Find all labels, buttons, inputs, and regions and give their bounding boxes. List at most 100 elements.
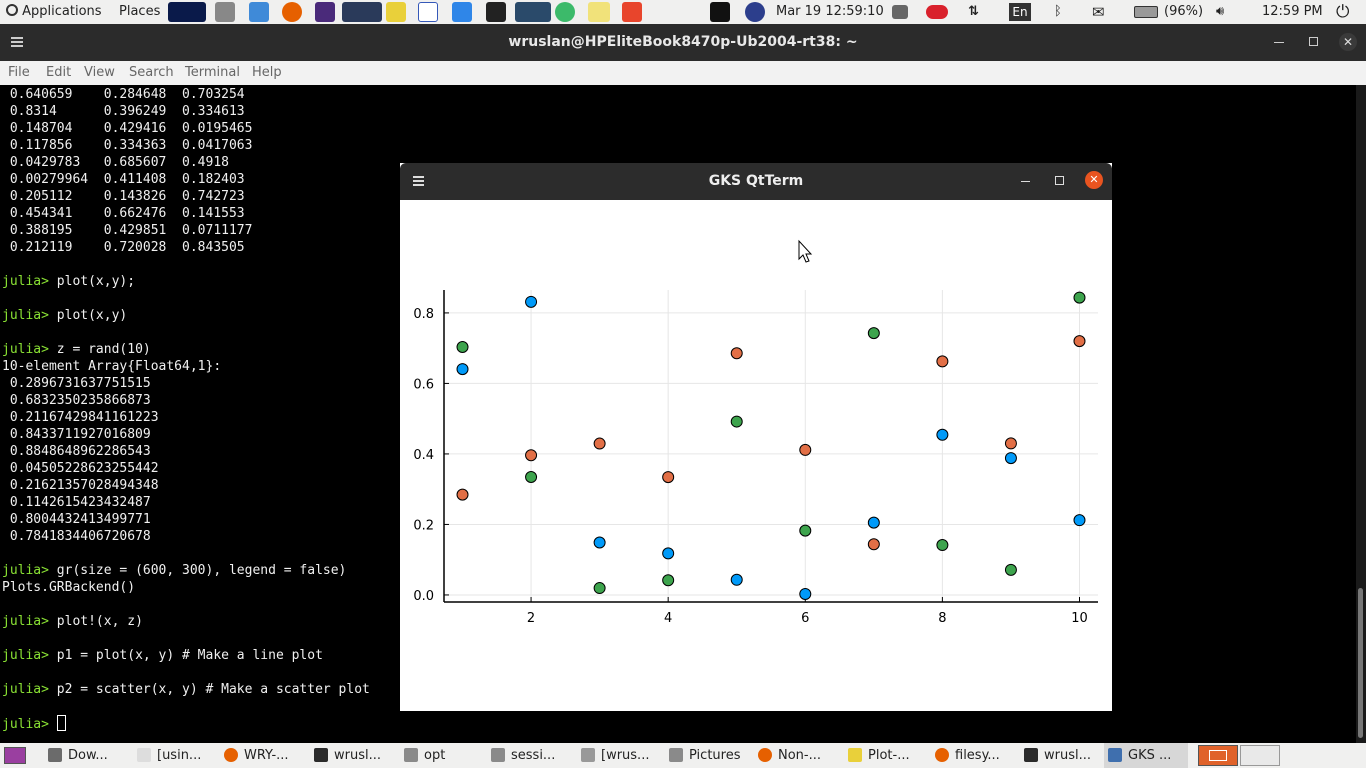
terminal-scrollbar[interactable] [1356, 85, 1366, 743]
terminal-line: julia> plot(x,y); [2, 273, 135, 290]
taskbar-item-label: WRY-... [244, 748, 289, 763]
terminal-launcher-icon[interactable] [486, 2, 506, 22]
menu-terminal[interactable]: Terminal [185, 65, 240, 80]
taskbar-item[interactable]: GKS ... [1104, 743, 1188, 768]
terminal-titlebar[interactable]: wruslan@HPEliteBook8470p-Ub2004-rt38: ~ … [0, 24, 1366, 61]
gks-titlebar[interactable]: GKS QtTerm ✕ [400, 163, 1112, 200]
folder-icon [404, 748, 418, 762]
screenshot-icon[interactable] [249, 2, 269, 22]
taskbar-item[interactable]: filesy... [931, 743, 1020, 768]
taskbar-item[interactable]: Plot-... [844, 743, 931, 768]
notes-icon[interactable] [418, 2, 438, 22]
network-arrows-icon[interactable]: ⇅ [968, 4, 979, 19]
y-tick-label: 0.2 [413, 518, 434, 533]
applications-menu[interactable]: Applications [6, 0, 102, 24]
menu-help[interactable]: Help [252, 65, 282, 80]
panel-datetime[interactable]: Mar 19 12:59:10 [776, 4, 884, 19]
terminal-line: julia> gr(size = (600, 300), legend = fa… [2, 562, 346, 579]
minimize-icon[interactable] [1274, 42, 1284, 43]
taskbar-item[interactable]: Dow... [44, 743, 133, 768]
gks-window[interactable]: GKS QtTerm ✕ 2 4 6 8 10 0.0 0.2 0.4 0.6 0.8 [400, 163, 1112, 711]
terminal-line: 0.7841834406720678 [2, 528, 151, 545]
x-tick-label: 10 [1071, 611, 1088, 626]
menu-file[interactable]: File [8, 65, 30, 80]
maximize-icon[interactable] [1309, 37, 1318, 46]
taskbar: Dow... [usin... WRY-... wrusl... opt sessi...… [0, 743, 1366, 768]
menu-view[interactable]: View [84, 65, 115, 80]
sticky-notes-icon[interactable] [588, 2, 610, 22]
taskbar-item[interactable]: Non-... [754, 743, 844, 768]
hamburger-menu-icon[interactable] [11, 37, 23, 47]
gks-launcher-icon[interactable] [342, 2, 382, 22]
julia-prompt: julia> [2, 308, 57, 323]
workspace-2[interactable] [1240, 745, 1280, 766]
battery-percent[interactable]: (96%) [1164, 4, 1204, 19]
taskbar-item[interactable]: [usin... [133, 743, 220, 768]
terminal-menubar: File Edit View Search Terminal Help [0, 61, 1366, 85]
plot-area: 2 4 6 8 10 0.0 0.2 0.4 0.6 0.8 [400, 200, 1112, 711]
mail-icon[interactable]: ✉ [1092, 3, 1105, 21]
julia-prompt: julia> [2, 342, 57, 357]
hamburger-menu-icon[interactable] [413, 176, 424, 186]
terminal-line: 0.8004432413499771 [2, 511, 151, 528]
taskbar-item[interactable]: wrusl... [310, 743, 400, 768]
gks-icon [1108, 748, 1122, 762]
tasks-icon[interactable] [452, 2, 472, 22]
places-menu[interactable]: Places [119, 4, 161, 19]
terminal-text: plot(x,y); [56, 274, 136, 289]
text-editor-icon[interactable] [386, 2, 406, 22]
files-icon[interactable] [215, 2, 235, 22]
taskbar-item-label: sessi... [511, 748, 556, 763]
bluetooth-icon[interactable]: ᛒ [1054, 4, 1062, 19]
scatter-point [456, 363, 469, 376]
battery-icon[interactable] [1134, 6, 1158, 18]
taskbar-item[interactable]: [wrus... [577, 743, 665, 768]
system-monitor-icon[interactable] [168, 2, 206, 22]
gear-icon [6, 4, 18, 16]
git-icon[interactable] [622, 2, 642, 22]
terminal-text: 0.205112 0.143826 0.742723 [2, 189, 245, 204]
terminal-line: 0.8433711927016809 [2, 426, 151, 443]
keyboard-layout[interactable]: En [1009, 3, 1031, 21]
menu-edit[interactable]: Edit [46, 65, 72, 80]
minimize-icon[interactable] [1021, 181, 1030, 182]
terminal-text: 0.8004432413499771 [2, 512, 151, 527]
terminal-line: 0.388195 0.429851 0.0711177 [2, 222, 253, 239]
eclipse-icon[interactable] [745, 2, 765, 22]
power-icon[interactable]: ⏻ [1336, 2, 1350, 22]
panel-clock[interactable]: 12:59 PM [1262, 4, 1323, 19]
terminal-text: 0.8314 0.396249 0.334613 [2, 104, 245, 119]
terminal-text: p1 = plot(x, y) # Make a line plot [56, 648, 323, 663]
firefox-icon[interactable] [282, 2, 302, 22]
texmaker-icon[interactable] [315, 2, 335, 22]
terminal-text: 0.148704 0.429416 0.0195465 [2, 121, 253, 136]
taskbar-item[interactable]: WRY-... [220, 743, 310, 768]
terminal-scrollbar-thumb[interactable] [1358, 588, 1363, 738]
taskbar-item[interactable]: sessi... [487, 743, 577, 768]
gnat-studio-icon[interactable] [515, 2, 551, 22]
input-method-icon[interactable] [710, 2, 730, 22]
show-desktop-icon[interactable] [4, 747, 26, 764]
workspace-switcher[interactable] [1198, 745, 1238, 766]
disk-icon[interactable] [892, 5, 908, 19]
menu-search[interactable]: Search [129, 65, 174, 80]
terminal-text: 0.8848648962286543 [2, 444, 151, 459]
close-icon[interactable]: ✕ [1339, 33, 1357, 51]
taskbar-item[interactable]: Pictures [665, 743, 754, 768]
volume-icon[interactable]: 🔊︎ [1216, 4, 1225, 19]
terminal-icon [1024, 748, 1038, 762]
atom-icon[interactable] [555, 2, 575, 22]
terminal-text: 0.2896731637751515 [2, 376, 151, 391]
taskbar-item[interactable]: wrusl... [1020, 743, 1104, 768]
terminal-line: 0.640659 0.284648 0.703254 [2, 86, 245, 103]
taskbar-item[interactable]: opt [400, 743, 487, 768]
scatter-point [936, 355, 949, 368]
julia-prompt: julia> [2, 682, 57, 697]
close-icon[interactable]: ✕ [1085, 171, 1103, 189]
stop-icon[interactable] [926, 5, 948, 19]
scatter-point [593, 582, 606, 595]
terminal-line: julia> z = rand(10) [2, 341, 151, 358]
terminal-line: 10-element Array{Float64,1}: [2, 358, 221, 375]
terminal-line: julia> p1 = plot(x, y) # Make a line plo… [2, 647, 323, 664]
maximize-icon[interactable] [1055, 176, 1064, 185]
